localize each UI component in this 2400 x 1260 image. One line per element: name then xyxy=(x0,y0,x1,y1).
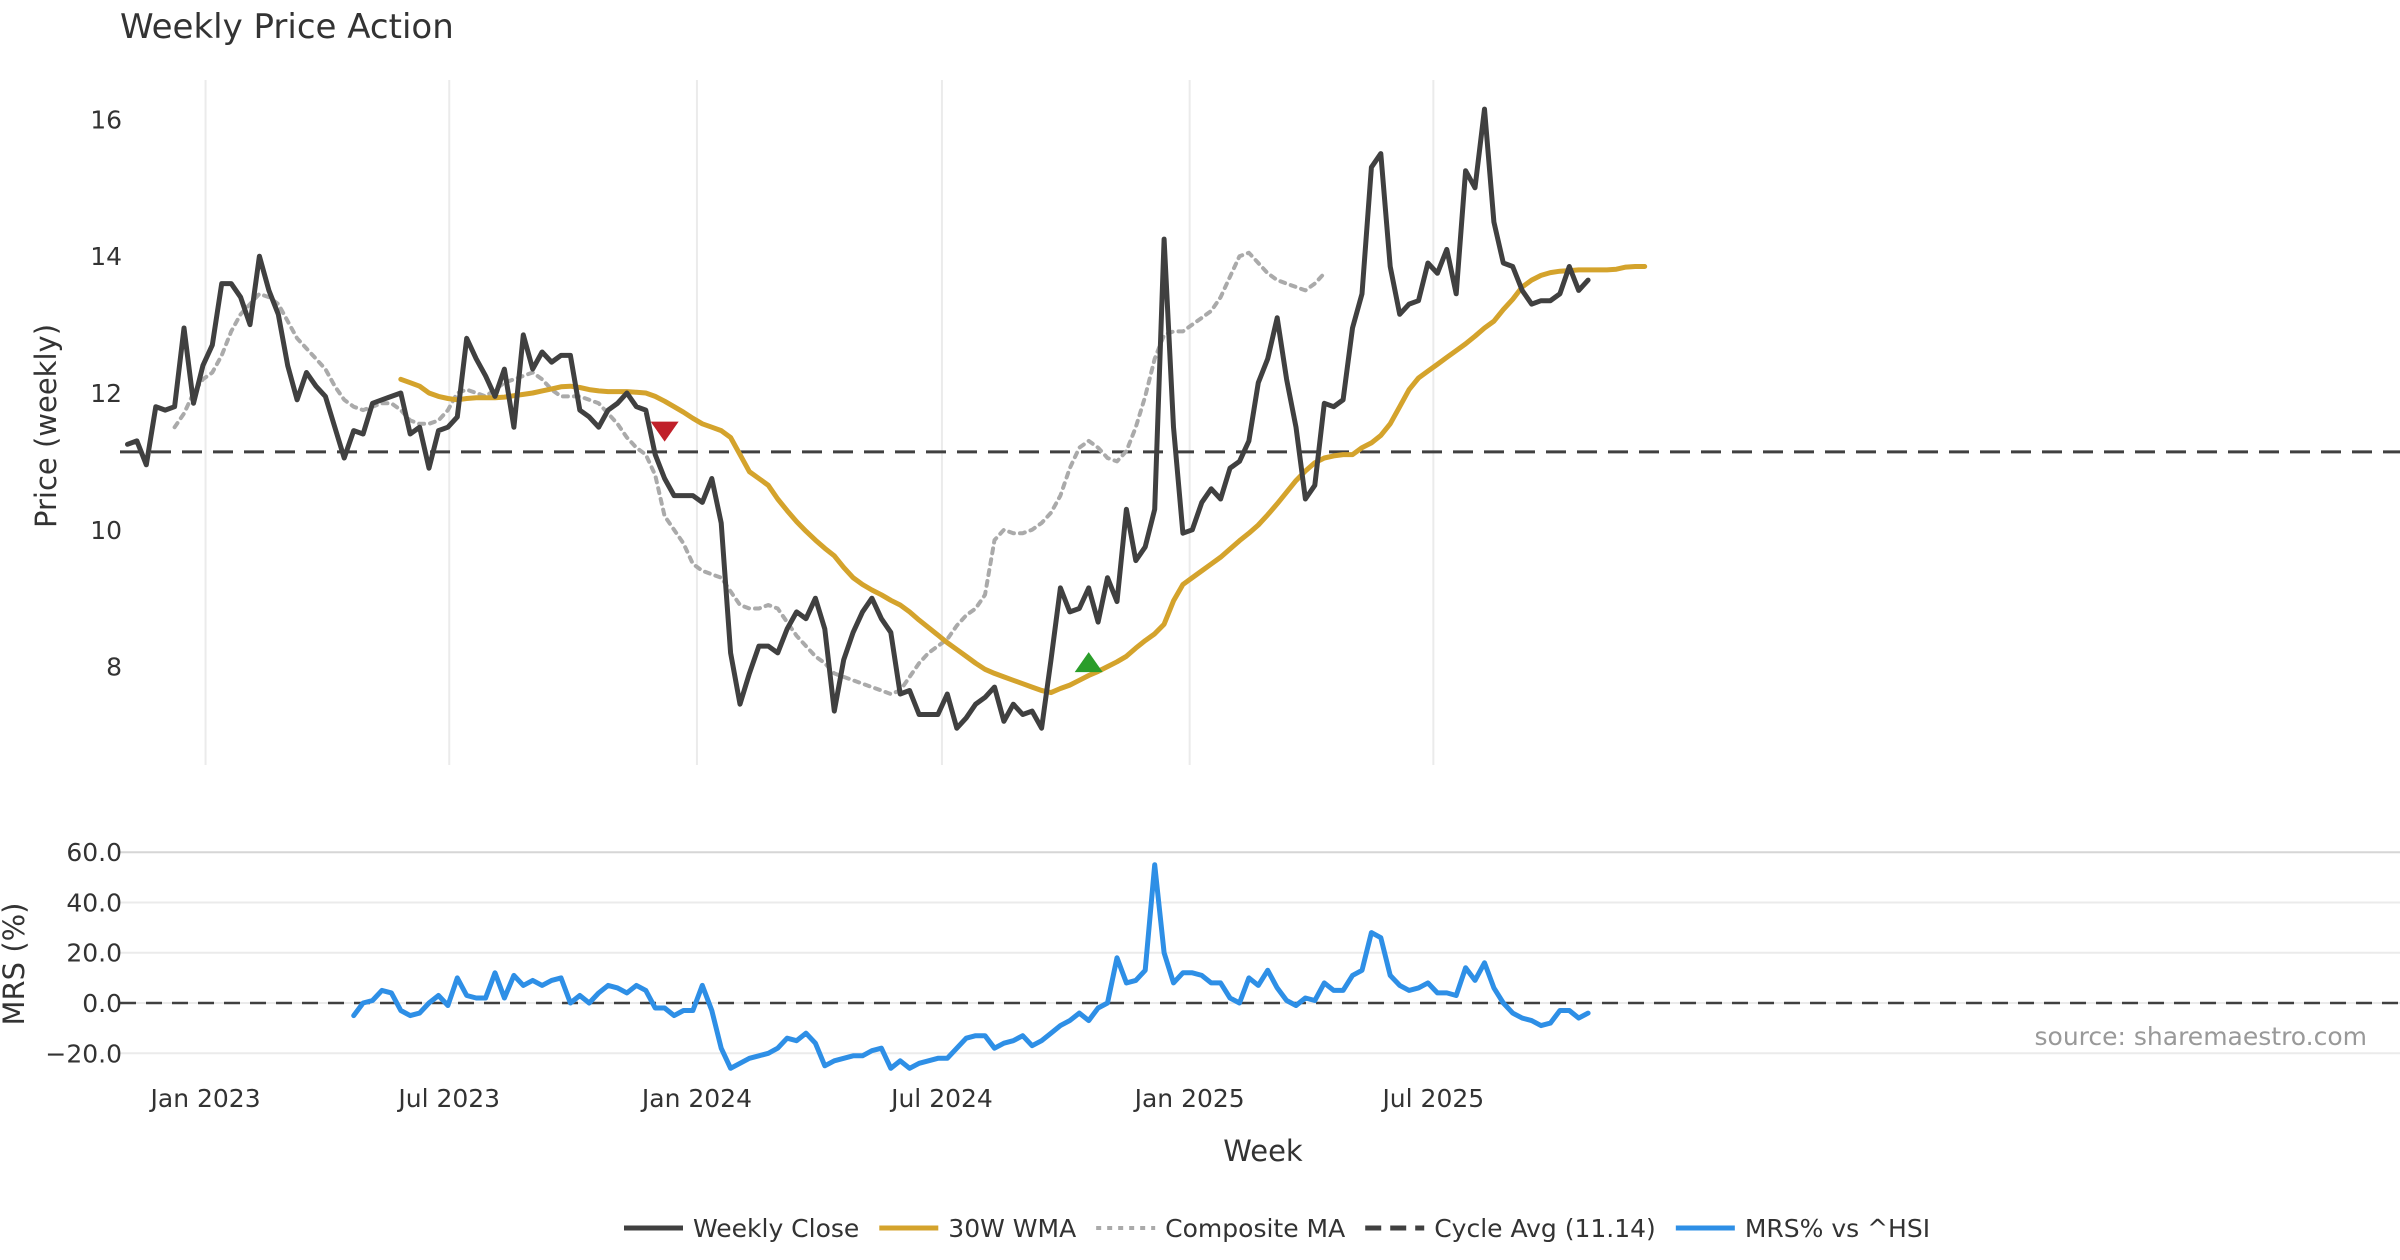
mrs-y-tick-label: 20.0 xyxy=(66,939,122,968)
x-tick-label: Jan 2023 xyxy=(149,1084,261,1113)
source-label: source: sharemaestro.com xyxy=(2035,1022,2368,1051)
price-grid xyxy=(204,80,1435,765)
legend-label-30w-wma: 30W WMA xyxy=(948,1214,1076,1243)
mrs-y-axis-label: MRS (%) xyxy=(0,903,31,1026)
price-series xyxy=(125,106,1648,731)
sell-signal-marker xyxy=(650,421,679,442)
series-line-30w-wma xyxy=(398,264,1648,696)
price-y-axis: 8 10 12 14 16 xyxy=(90,105,122,681)
x-tick-label: Jul 2023 xyxy=(396,1084,500,1113)
price-y-axis-label: Price (weekly) xyxy=(29,324,63,528)
price-y-tick-label: 14 xyxy=(90,242,122,271)
x-axis-label: Week xyxy=(1223,1134,1303,1168)
chart-title: Weekly Price Action xyxy=(120,7,454,47)
price-y-tick-label: 12 xyxy=(90,379,122,408)
mrs-y-tick-label: 60.0 xyxy=(66,838,122,867)
x-axis: Jan 2023 Jul 2023 Jan 2024 Jul 2024 Jan 2025… xyxy=(149,1084,1485,1113)
series-line-weekly-close xyxy=(125,106,1591,731)
x-tick-label: Jan 2025 xyxy=(1133,1084,1245,1113)
buy-signal-marker xyxy=(1074,652,1103,673)
legend-label-cycle-avg-11-14: Cycle Avg (11.14) xyxy=(1434,1214,1656,1243)
series-line-mrs-vs-hsi xyxy=(351,862,1591,1071)
legend-label-mrs-vs-hsi: MRS% vs ^HSI xyxy=(1745,1214,1930,1243)
legend: Weekly Close 30W WMA Composite MA Cycle Avg… xyxy=(624,1214,1930,1243)
mrs-y-axis: 60.0 40.0 20.0 0.0 −20.0 xyxy=(45,838,122,1068)
price-y-tick-label: 10 xyxy=(90,516,122,545)
mrs-y-tick-label: −20.0 xyxy=(45,1039,122,1068)
series-line-composite-ma xyxy=(172,250,1327,696)
mrs-y-tick-label: 0.0 xyxy=(82,989,122,1018)
mrs-y-tick-label: 40.0 xyxy=(66,888,122,917)
x-tick-label: Jul 2025 xyxy=(1380,1084,1484,1113)
x-tick-label: Jul 2024 xyxy=(889,1084,993,1113)
legend-label-weekly-close: Weekly Close xyxy=(693,1214,859,1243)
x-tick-label: Jan 2024 xyxy=(640,1084,752,1113)
price-y-tick-label: 8 xyxy=(106,653,122,682)
legend-label-composite-ma: Composite MA xyxy=(1165,1214,1345,1243)
price-y-tick-label: 16 xyxy=(90,105,122,134)
signal-markers xyxy=(650,421,1103,673)
mrs-series xyxy=(351,862,1591,1071)
